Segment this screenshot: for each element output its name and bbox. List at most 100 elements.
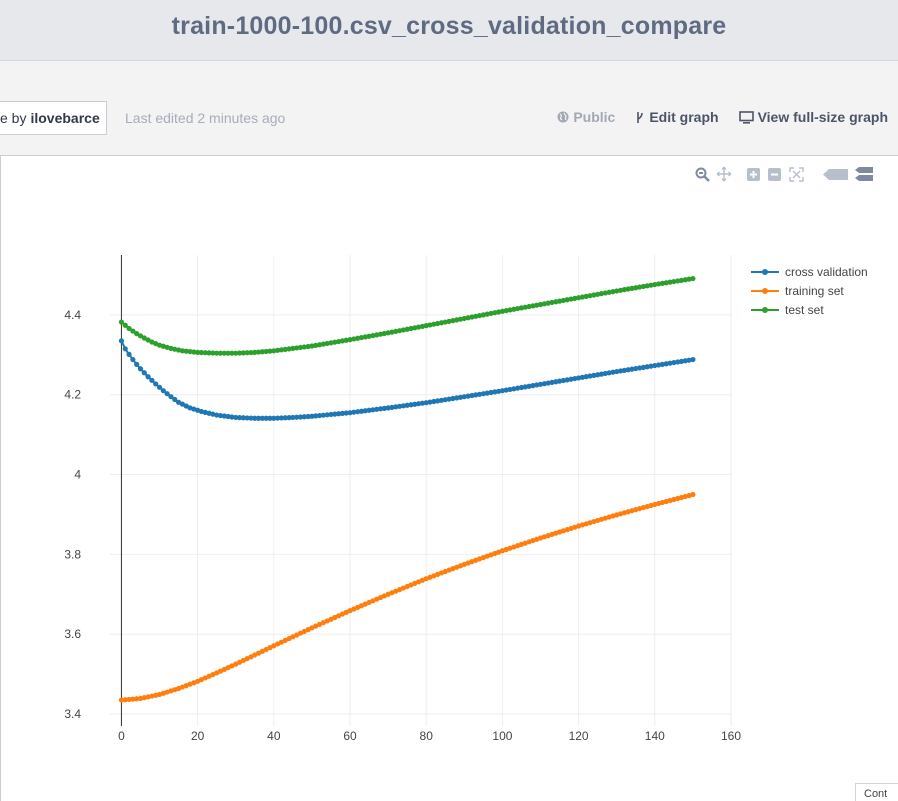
data-point[interactable]: [667, 360, 673, 366]
data-point[interactable]: [145, 374, 151, 380]
data-point[interactable]: [358, 408, 365, 414]
data-point[interactable]: [324, 412, 330, 418]
data-point[interactable]: [122, 697, 128, 703]
data-point[interactable]: [675, 359, 681, 365]
data-point[interactable]: [172, 396, 178, 403]
data-point[interactable]: [118, 319, 125, 325]
data-point[interactable]: [412, 401, 418, 407]
data-point[interactable]: [267, 415, 273, 421]
data-point[interactable]: [297, 344, 304, 351]
data-point[interactable]: [656, 362, 662, 368]
data-point[interactable]: [423, 400, 429, 406]
data-point[interactable]: [667, 279, 673, 285]
data-point[interactable]: [362, 408, 368, 414]
data-point[interactable]: [427, 399, 433, 405]
zoom-in-icon[interactable]: [746, 167, 761, 182]
legend-item[interactable]: training set: [751, 284, 844, 298]
data-point[interactable]: [355, 409, 361, 415]
data-point[interactable]: [377, 406, 384, 412]
data-point[interactable]: [301, 414, 307, 420]
data-point[interactable]: [134, 361, 140, 367]
data-point[interactable]: [137, 333, 144, 339]
data-point[interactable]: [675, 278, 681, 284]
byline-user-link[interactable]: ilovebarce: [30, 110, 100, 126]
data-point[interactable]: [469, 392, 475, 399]
autoscale-icon[interactable]: [788, 166, 805, 183]
data-point[interactable]: [214, 350, 220, 356]
data-point[interactable]: [263, 415, 269, 421]
data-point[interactable]: [290, 414, 296, 421]
data-point[interactable]: [149, 377, 155, 383]
data-point[interactable]: [122, 346, 128, 352]
data-point[interactable]: [244, 350, 250, 356]
data-point[interactable]: [659, 280, 666, 286]
data-point[interactable]: [278, 415, 285, 421]
data-point[interactable]: [122, 322, 128, 328]
data-point[interactable]: [454, 395, 460, 401]
data-point[interactable]: [301, 344, 307, 350]
data-point[interactable]: [374, 406, 380, 412]
data-point[interactable]: [690, 491, 696, 498]
data-point[interactable]: [179, 348, 185, 354]
data-point[interactable]: [195, 349, 201, 355]
data-point[interactable]: [240, 350, 246, 356]
data-point[interactable]: [259, 349, 265, 355]
data-point[interactable]: [617, 368, 624, 374]
data-point[interactable]: [130, 328, 136, 334]
hover-compare-icon[interactable]: [855, 166, 873, 182]
data-point[interactable]: [145, 337, 151, 343]
data-point[interactable]: [294, 414, 300, 420]
data-point[interactable]: [210, 350, 216, 356]
data-point[interactable]: [282, 415, 288, 421]
data-point[interactable]: [225, 413, 231, 420]
zoom-out-icon[interactable]: [767, 167, 782, 182]
data-point[interactable]: [659, 361, 666, 367]
data-point[interactable]: [217, 412, 224, 419]
data-point[interactable]: [252, 349, 258, 355]
data-point[interactable]: [370, 407, 376, 413]
data-point[interactable]: [339, 410, 345, 416]
data-point[interactable]: [320, 412, 326, 418]
data-point[interactable]: [118, 697, 125, 703]
data-point[interactable]: [347, 410, 353, 416]
data-point[interactable]: [442, 397, 448, 403]
data-point[interactable]: [625, 367, 631, 373]
data-point[interactable]: [126, 351, 132, 357]
data-point[interactable]: [141, 370, 147, 376]
data-point[interactable]: [236, 415, 243, 421]
data-point[interactable]: [214, 412, 220, 418]
data-point[interactable]: [217, 350, 224, 356]
data-point[interactable]: [225, 350, 231, 356]
data-point[interactable]: [130, 696, 136, 702]
data-point[interactable]: [221, 413, 227, 419]
data-point[interactable]: [286, 346, 292, 352]
data-point[interactable]: [652, 281, 658, 288]
data-point[interactable]: [160, 388, 166, 394]
data-point[interactable]: [168, 394, 174, 400]
pan-icon[interactable]: [716, 166, 732, 182]
view-full-size-button[interactable]: View full-size graph: [738, 109, 888, 125]
data-point[interactable]: [396, 403, 403, 409]
data-point[interactable]: [278, 347, 285, 353]
hover-closest-icon[interactable]: [823, 168, 849, 181]
data-point[interactable]: [141, 335, 147, 341]
byline-box[interactable]: e by ilovebarce: [0, 101, 107, 135]
data-point[interactable]: [236, 350, 243, 356]
data-point[interactable]: [678, 358, 685, 364]
data-point[interactable]: [614, 368, 620, 375]
public-status[interactable]: Public: [557, 109, 615, 125]
data-point[interactable]: [240, 415, 246, 421]
data-point[interactable]: [656, 281, 662, 287]
data-point[interactable]: [335, 411, 342, 417]
data-point[interactable]: [385, 405, 391, 411]
data-point[interactable]: [686, 276, 692, 282]
data-point[interactable]: [156, 384, 163, 390]
data-point[interactable]: [328, 411, 334, 418]
legend[interactable]: cross validation training set test set: [751, 265, 868, 317]
data-point[interactable]: [400, 403, 406, 409]
data-point[interactable]: [450, 395, 456, 402]
data-point[interactable]: [492, 389, 498, 395]
data-point[interactable]: [118, 338, 125, 344]
data-point[interactable]: [671, 359, 677, 366]
data-point[interactable]: [229, 350, 235, 356]
